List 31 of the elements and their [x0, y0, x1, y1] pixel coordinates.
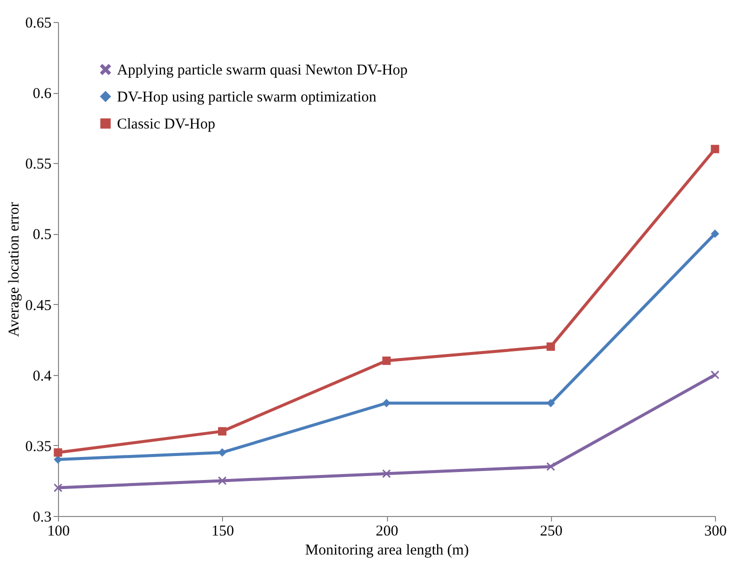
point	[382, 356, 391, 365]
point	[54, 448, 62, 457]
point	[546, 398, 555, 408]
point	[382, 469, 391, 478]
x-tick-label: 300	[704, 524, 727, 540]
point	[710, 144, 720, 154]
point	[54, 484, 62, 492]
y-tick-label: 0.45	[25, 298, 52, 314]
x-tick-label: 150	[212, 524, 234, 540]
y-tick-label: 0.55	[25, 156, 52, 173]
point	[218, 448, 226, 457]
x-axis-title: Monitoring area length (m)	[305, 542, 469, 558]
point	[710, 230, 720, 238]
y-tick-label: 0.65	[25, 16, 52, 32]
y-tick-label: 0.3	[32, 510, 52, 526]
x-tick-label: 250	[540, 524, 562, 540]
legend-label: Classic DV-Hop	[117, 116, 216, 132]
point	[710, 370, 720, 380]
y-tick-label: 0.6	[32, 86, 52, 102]
legend-label: Applying particle swarm quasi Newton DV-Hop	[117, 62, 408, 78]
y-axis-title: Average location error	[6, 202, 22, 337]
point	[546, 342, 555, 351]
point	[218, 427, 226, 436]
legend-label: DV-Hop using particle swarm optimization	[117, 90, 377, 106]
point	[546, 462, 555, 471]
x-tick-label: 100	[47, 524, 70, 540]
y-tick-label: 0.4	[32, 368, 52, 384]
y-tick-label: 0.5	[32, 227, 52, 244]
x-tick-label: 200	[376, 524, 398, 540]
point	[218, 476, 226, 485]
y-tick-label: 0.35	[25, 438, 52, 455]
